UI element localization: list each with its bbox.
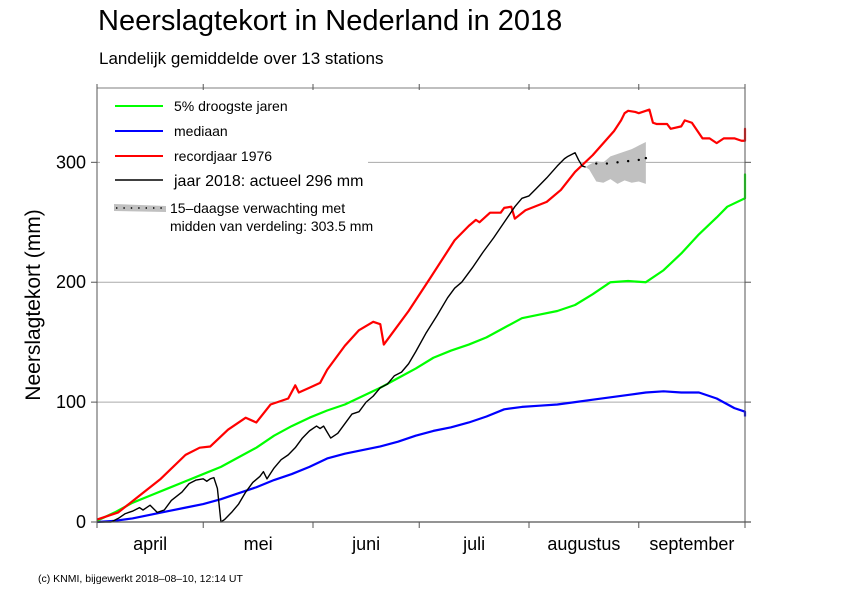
forecast-median-point: [605, 162, 609, 165]
forecast-median-point: [616, 161, 619, 164]
legend-label-forecast-2: midden van verdeling: 303.5 mm: [170, 218, 373, 234]
forecast-band: [585, 141, 646, 184]
forecast-median-point: [626, 159, 630, 163]
y-tick-label: 0: [76, 512, 86, 532]
y-tick-label: 100: [56, 392, 86, 412]
y-axis-ticks: 0 100 200 300: [56, 152, 751, 532]
series-line-mediaan: [96, 390, 747, 524]
x-tick-label-juni: juni: [351, 534, 380, 554]
forecast-band-layer: [585, 141, 646, 184]
y-axis-label: Neerslagtekort (mm): [22, 209, 45, 400]
series-layer: [96, 108, 747, 524]
forecast-median-point: [595, 162, 598, 165]
x-tick-label-mei: mei: [244, 534, 273, 554]
legend-label-2018: jaar 2018: actueel 296 mm: [173, 173, 363, 190]
y-tick-label: 300: [56, 152, 86, 172]
series-line-recordjaar-1976: [96, 108, 747, 521]
legend-label-forecast-1: 15–daagse verwachting met: [170, 200, 345, 216]
x-tick-label-september: september: [649, 534, 734, 554]
x-tick-label-augustus: augustus: [547, 534, 620, 554]
footer-credit: (c) KNMI, bijgewerkt 2018–08–10, 12:14 U…: [38, 573, 243, 585]
legend: 5% droogste jaren mediaan recordjaar 197…: [114, 98, 373, 234]
series-line-5-droogste-jaren: [96, 173, 747, 522]
legend-label-1976: recordjaar 1976: [174, 148, 272, 164]
axes: [96, 87, 751, 523]
legend-label-5pct: 5% droogste jaren: [174, 98, 288, 114]
forecast-median-point: [637, 158, 640, 162]
y-tick-label: 200: [56, 272, 86, 292]
x-axis-ticks: april mei juni juli augustus september: [96, 84, 746, 554]
x-tick-label-juli: juli: [462, 534, 485, 554]
x-tick-label-april: april: [133, 534, 167, 554]
legend-swatch-forecast-band: [114, 204, 166, 212]
forecast-median-point: [644, 156, 648, 160]
chart-subtitle: Landelijk gemiddelde over 13 stations: [99, 49, 383, 68]
chart-title: Neerslagtekort in Nederland in 2018: [98, 5, 562, 37]
legend-label-median: mediaan: [174, 123, 228, 139]
series-line-jaar-2018: [97, 152, 586, 523]
legend-background: [100, 92, 368, 236]
